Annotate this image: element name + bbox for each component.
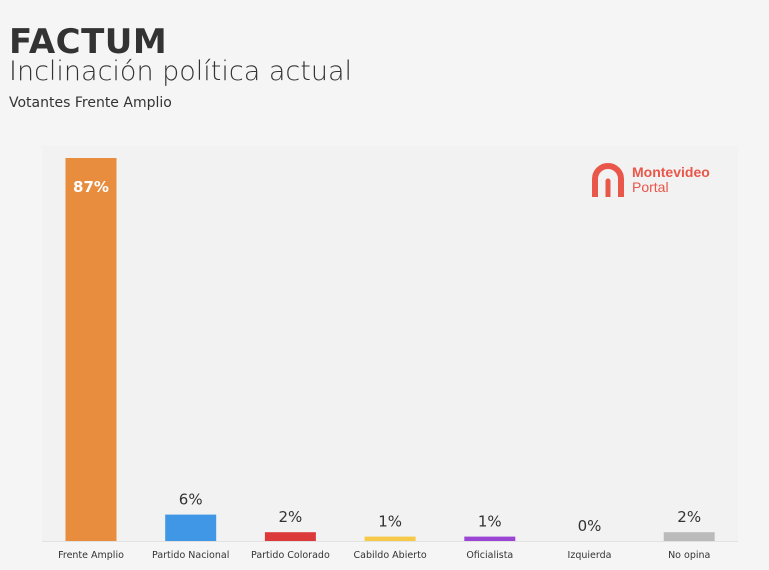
- data-label: 87%: [73, 178, 109, 196]
- brand-title: FACTUM: [9, 22, 168, 62]
- bar: [364, 536, 416, 541]
- bar: [264, 532, 316, 541]
- bar: [663, 532, 715, 541]
- x-tick-label: Cabildo Abierto: [354, 550, 427, 561]
- x-tick-label: Partido Colorado: [251, 550, 330, 561]
- bar: [165, 514, 217, 541]
- x-tick-label: Frente Amplio: [58, 550, 124, 561]
- plot-area: [42, 146, 738, 542]
- logo-line2: Portal: [632, 179, 669, 195]
- montevideo-portal-logo: Montevideo Portal: [592, 163, 710, 197]
- data-label: 2%: [279, 508, 303, 526]
- bar: [65, 158, 117, 541]
- chart-title: Inclinación política actual: [9, 56, 352, 87]
- data-label: 2%: [677, 508, 701, 526]
- data-label: 6%: [179, 491, 203, 509]
- chart-subtitle: Votantes Frente Amplio: [9, 95, 172, 111]
- arch-icon: [592, 163, 624, 197]
- data-label: 1%: [378, 513, 402, 531]
- x-tick-label: Izquierda: [568, 550, 612, 561]
- bar: [464, 536, 516, 541]
- x-tick-label: No opina: [668, 550, 710, 561]
- data-label: 1%: [478, 513, 502, 531]
- data-label: 0%: [578, 517, 602, 535]
- x-tick-label: Partido Nacional: [152, 550, 229, 561]
- x-tick-label: Oficialista: [466, 550, 513, 561]
- logo-line1: Montevideo: [632, 164, 710, 180]
